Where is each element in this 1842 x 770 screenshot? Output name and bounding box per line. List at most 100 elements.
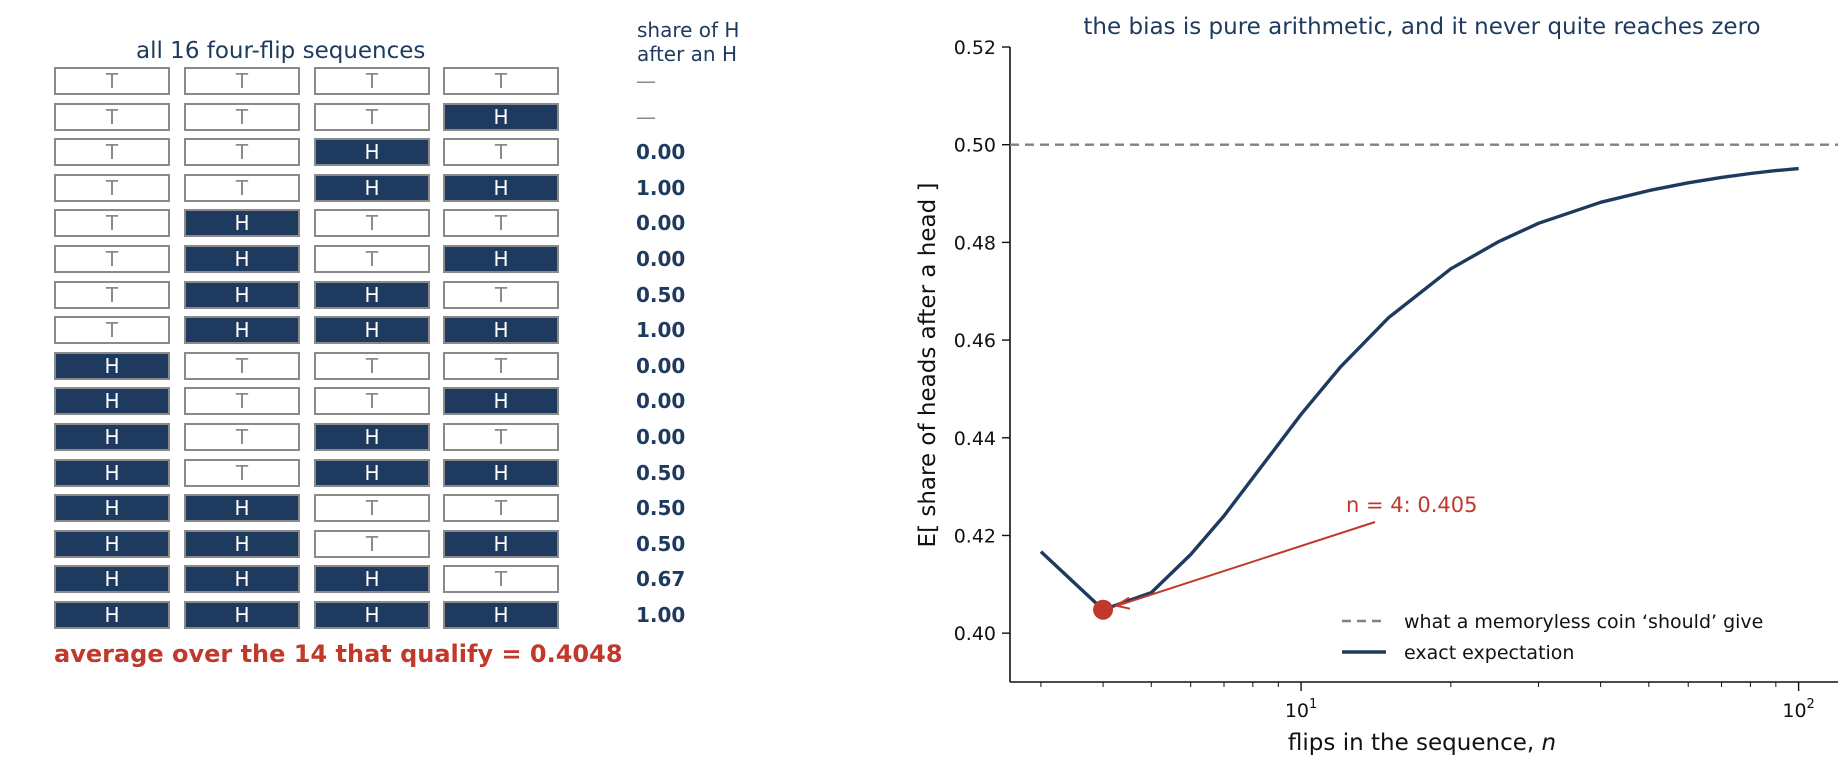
- y-tick-label: 0.44: [954, 428, 996, 450]
- flip-cell: H: [314, 173, 430, 202]
- y-tick-label: 0.52: [954, 37, 996, 59]
- share-value: —: [636, 69, 656, 93]
- average-label: average over the 14 that qualify = 0.404…: [54, 640, 623, 668]
- x-tick-label: 102: [1782, 697, 1814, 722]
- series-lines: [1039, 166, 1799, 612]
- flip-cell: H: [184, 565, 300, 594]
- flip-cell: H: [184, 529, 300, 558]
- x-tick-label: 101: [1285, 697, 1317, 722]
- flip-cell: H: [184, 209, 300, 238]
- annotation-arrowhead: [1113, 596, 1131, 610]
- flip-cell: T: [184, 387, 300, 416]
- flip-cell: H: [54, 458, 170, 487]
- x-axis-label: flips in the sequence, n: [1288, 730, 1556, 756]
- x-axis-label-var: n: [1541, 730, 1556, 756]
- share-header-line1: share of H: [637, 18, 740, 42]
- flip-cell: T: [443, 494, 559, 523]
- flip-cell: H: [443, 529, 559, 558]
- flip-cell: H: [314, 565, 430, 594]
- share-value: 0.50: [636, 460, 686, 485]
- flip-cell: T: [184, 67, 300, 95]
- chart-title: the bias is pure arithmetic, and it neve…: [1083, 14, 1760, 40]
- sequence-table-panel: all 16 four-flip sequences share of H af…: [0, 0, 760, 770]
- flip-cell: H: [184, 280, 300, 309]
- share-header-line2: after an H: [637, 42, 737, 66]
- sequence-table-title: all 16 four-flip sequences: [136, 38, 426, 64]
- flip-cell: H: [443, 316, 559, 345]
- flip-cell: T: [54, 173, 170, 202]
- flip-cell: T: [314, 351, 430, 380]
- flip-cell: H: [54, 565, 170, 594]
- flip-cell: H: [443, 245, 559, 273]
- flip-cell: H: [314, 138, 430, 167]
- flip-cell: H: [314, 458, 430, 487]
- flip-cell: T: [314, 209, 430, 238]
- share-value: 0.00: [636, 247, 686, 271]
- flip-cell: T: [54, 316, 170, 345]
- flip-cell: T: [314, 245, 430, 273]
- share-value: 0.00: [636, 425, 686, 449]
- flip-cell: H: [314, 316, 430, 345]
- flip-cell: H: [314, 601, 430, 629]
- flip-cell: H: [184, 494, 300, 523]
- flip-cell: H: [54, 387, 170, 416]
- series-line-exact-expectation: [1039, 166, 1799, 612]
- flip-cell: H: [443, 102, 559, 131]
- flip-cell: T: [443, 351, 559, 380]
- x-tick-exponent: 1: [1309, 697, 1317, 712]
- flip-cell: T: [443, 565, 559, 594]
- flip-cell: T: [184, 351, 300, 380]
- y-tick-label: 0.42: [954, 525, 996, 547]
- y-tick-label: 0.50: [954, 135, 996, 157]
- flip-cell: H: [184, 316, 300, 345]
- share-value: 1.00: [636, 175, 686, 200]
- x-tick-base: 10: [1782, 700, 1806, 722]
- share-value: 0.50: [636, 282, 686, 307]
- flip-cell: T: [54, 280, 170, 309]
- flip-cell: H: [54, 351, 170, 380]
- flip-cell: H: [184, 245, 300, 273]
- flip-cell: H: [314, 423, 430, 451]
- share-column-header: share of H after an H: [637, 18, 739, 66]
- flip-cell: T: [54, 102, 170, 131]
- y-tick-label: 0.48: [954, 232, 996, 254]
- flip-cell: T: [314, 494, 430, 523]
- legend: what a memoryless coin ‘should’ give exac…: [1342, 611, 1763, 664]
- flip-cell: H: [443, 458, 559, 487]
- flip-cell: H: [184, 601, 300, 629]
- y-tick-label: 0.46: [954, 330, 996, 352]
- flip-cell: T: [443, 280, 559, 309]
- flip-cell: T: [184, 173, 300, 202]
- flip-cell: T: [443, 423, 559, 451]
- flip-cell: H: [54, 529, 170, 558]
- flip-cell: T: [314, 529, 430, 558]
- flip-cell: H: [443, 387, 559, 416]
- flip-cell: H: [443, 173, 559, 202]
- flip-cell: T: [54, 245, 170, 273]
- flip-cell: T: [184, 458, 300, 487]
- flip-cell: T: [54, 67, 170, 95]
- flip-cell: H: [443, 601, 559, 629]
- flip-cell: T: [314, 102, 430, 131]
- share-value: 0.00: [636, 211, 686, 236]
- flip-cell: H: [314, 280, 430, 309]
- flip-cell: T: [184, 423, 300, 451]
- y-tick-label: 0.40: [954, 623, 996, 645]
- flip-cell: T: [184, 102, 300, 131]
- x-axis-label-text: flips in the sequence,: [1288, 730, 1542, 756]
- annotation-arrow: [1116, 521, 1376, 607]
- highlight-point: [1093, 599, 1114, 620]
- share-value: 0.67: [636, 567, 686, 592]
- flip-cell: H: [54, 494, 170, 523]
- flip-cell: T: [443, 209, 559, 238]
- flip-cell: H: [54, 601, 170, 629]
- share-value: —: [636, 104, 656, 129]
- flip-cell: T: [443, 67, 559, 95]
- share-value: 0.50: [636, 531, 686, 556]
- share-value: 0.00: [636, 389, 686, 414]
- flip-cell: H: [54, 423, 170, 451]
- annotation-label: n = 4: 0.405: [1346, 493, 1478, 517]
- flip-cell: T: [54, 209, 170, 238]
